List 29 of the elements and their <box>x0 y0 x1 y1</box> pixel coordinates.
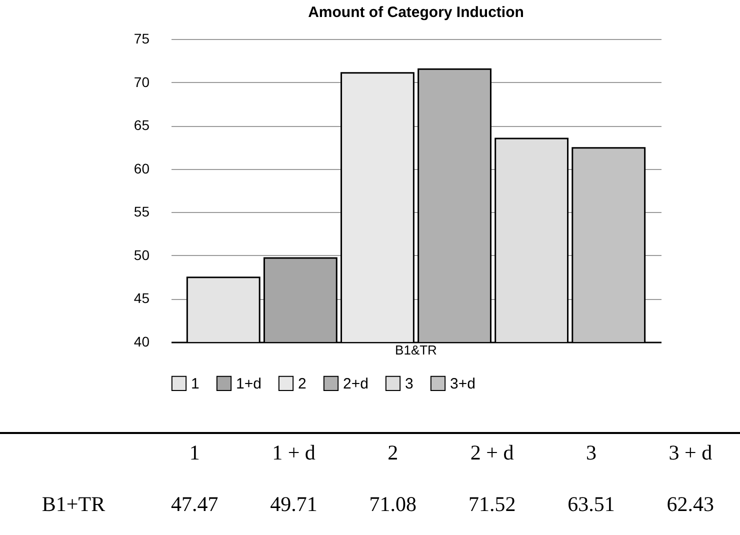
data-label: 49.71 <box>270 492 318 516</box>
data-label: 63.51 <box>568 492 615 516</box>
legend-label: 1 <box>191 375 200 392</box>
chart-title: Amount of Category Induction <box>308 4 524 21</box>
legend-label: 2 <box>298 375 306 392</box>
legend-label: 2+d <box>343 375 368 392</box>
x-tick-label: 2 <box>388 440 398 464</box>
x-tick-label: 3 + d <box>668 440 713 464</box>
y-tick-label: 65 <box>134 117 150 134</box>
x-tick-label: 2 + d <box>470 440 514 464</box>
y-tick-label: 40 <box>134 334 150 350</box>
x-tick-label: 3 <box>586 440 596 464</box>
data-label: 47.47 <box>170 492 218 516</box>
x-tick-label: 1 + d <box>272 440 316 464</box>
y-tick-label: 50 <box>134 246 150 263</box>
x-tick-label: 1 <box>189 440 200 464</box>
x-tick-label: B1&TR <box>395 342 437 358</box>
y-tick-label: B1+TR <box>42 492 106 516</box>
y-tick-label: 75 <box>134 30 150 46</box>
data-label: 62.43 <box>666 492 714 516</box>
legend-label: 3 <box>405 375 414 392</box>
legend-label: 1+d <box>236 375 262 392</box>
data-label: 71.08 <box>369 492 417 516</box>
y-tick-label: 60 <box>134 160 150 176</box>
y-tick-label: 70 <box>134 74 150 90</box>
y-tick-label: 55 <box>134 204 150 220</box>
data-label: 71.52 <box>468 492 516 516</box>
legend-label: 3+d <box>450 375 476 392</box>
y-tick-label: 45 <box>134 290 150 306</box>
